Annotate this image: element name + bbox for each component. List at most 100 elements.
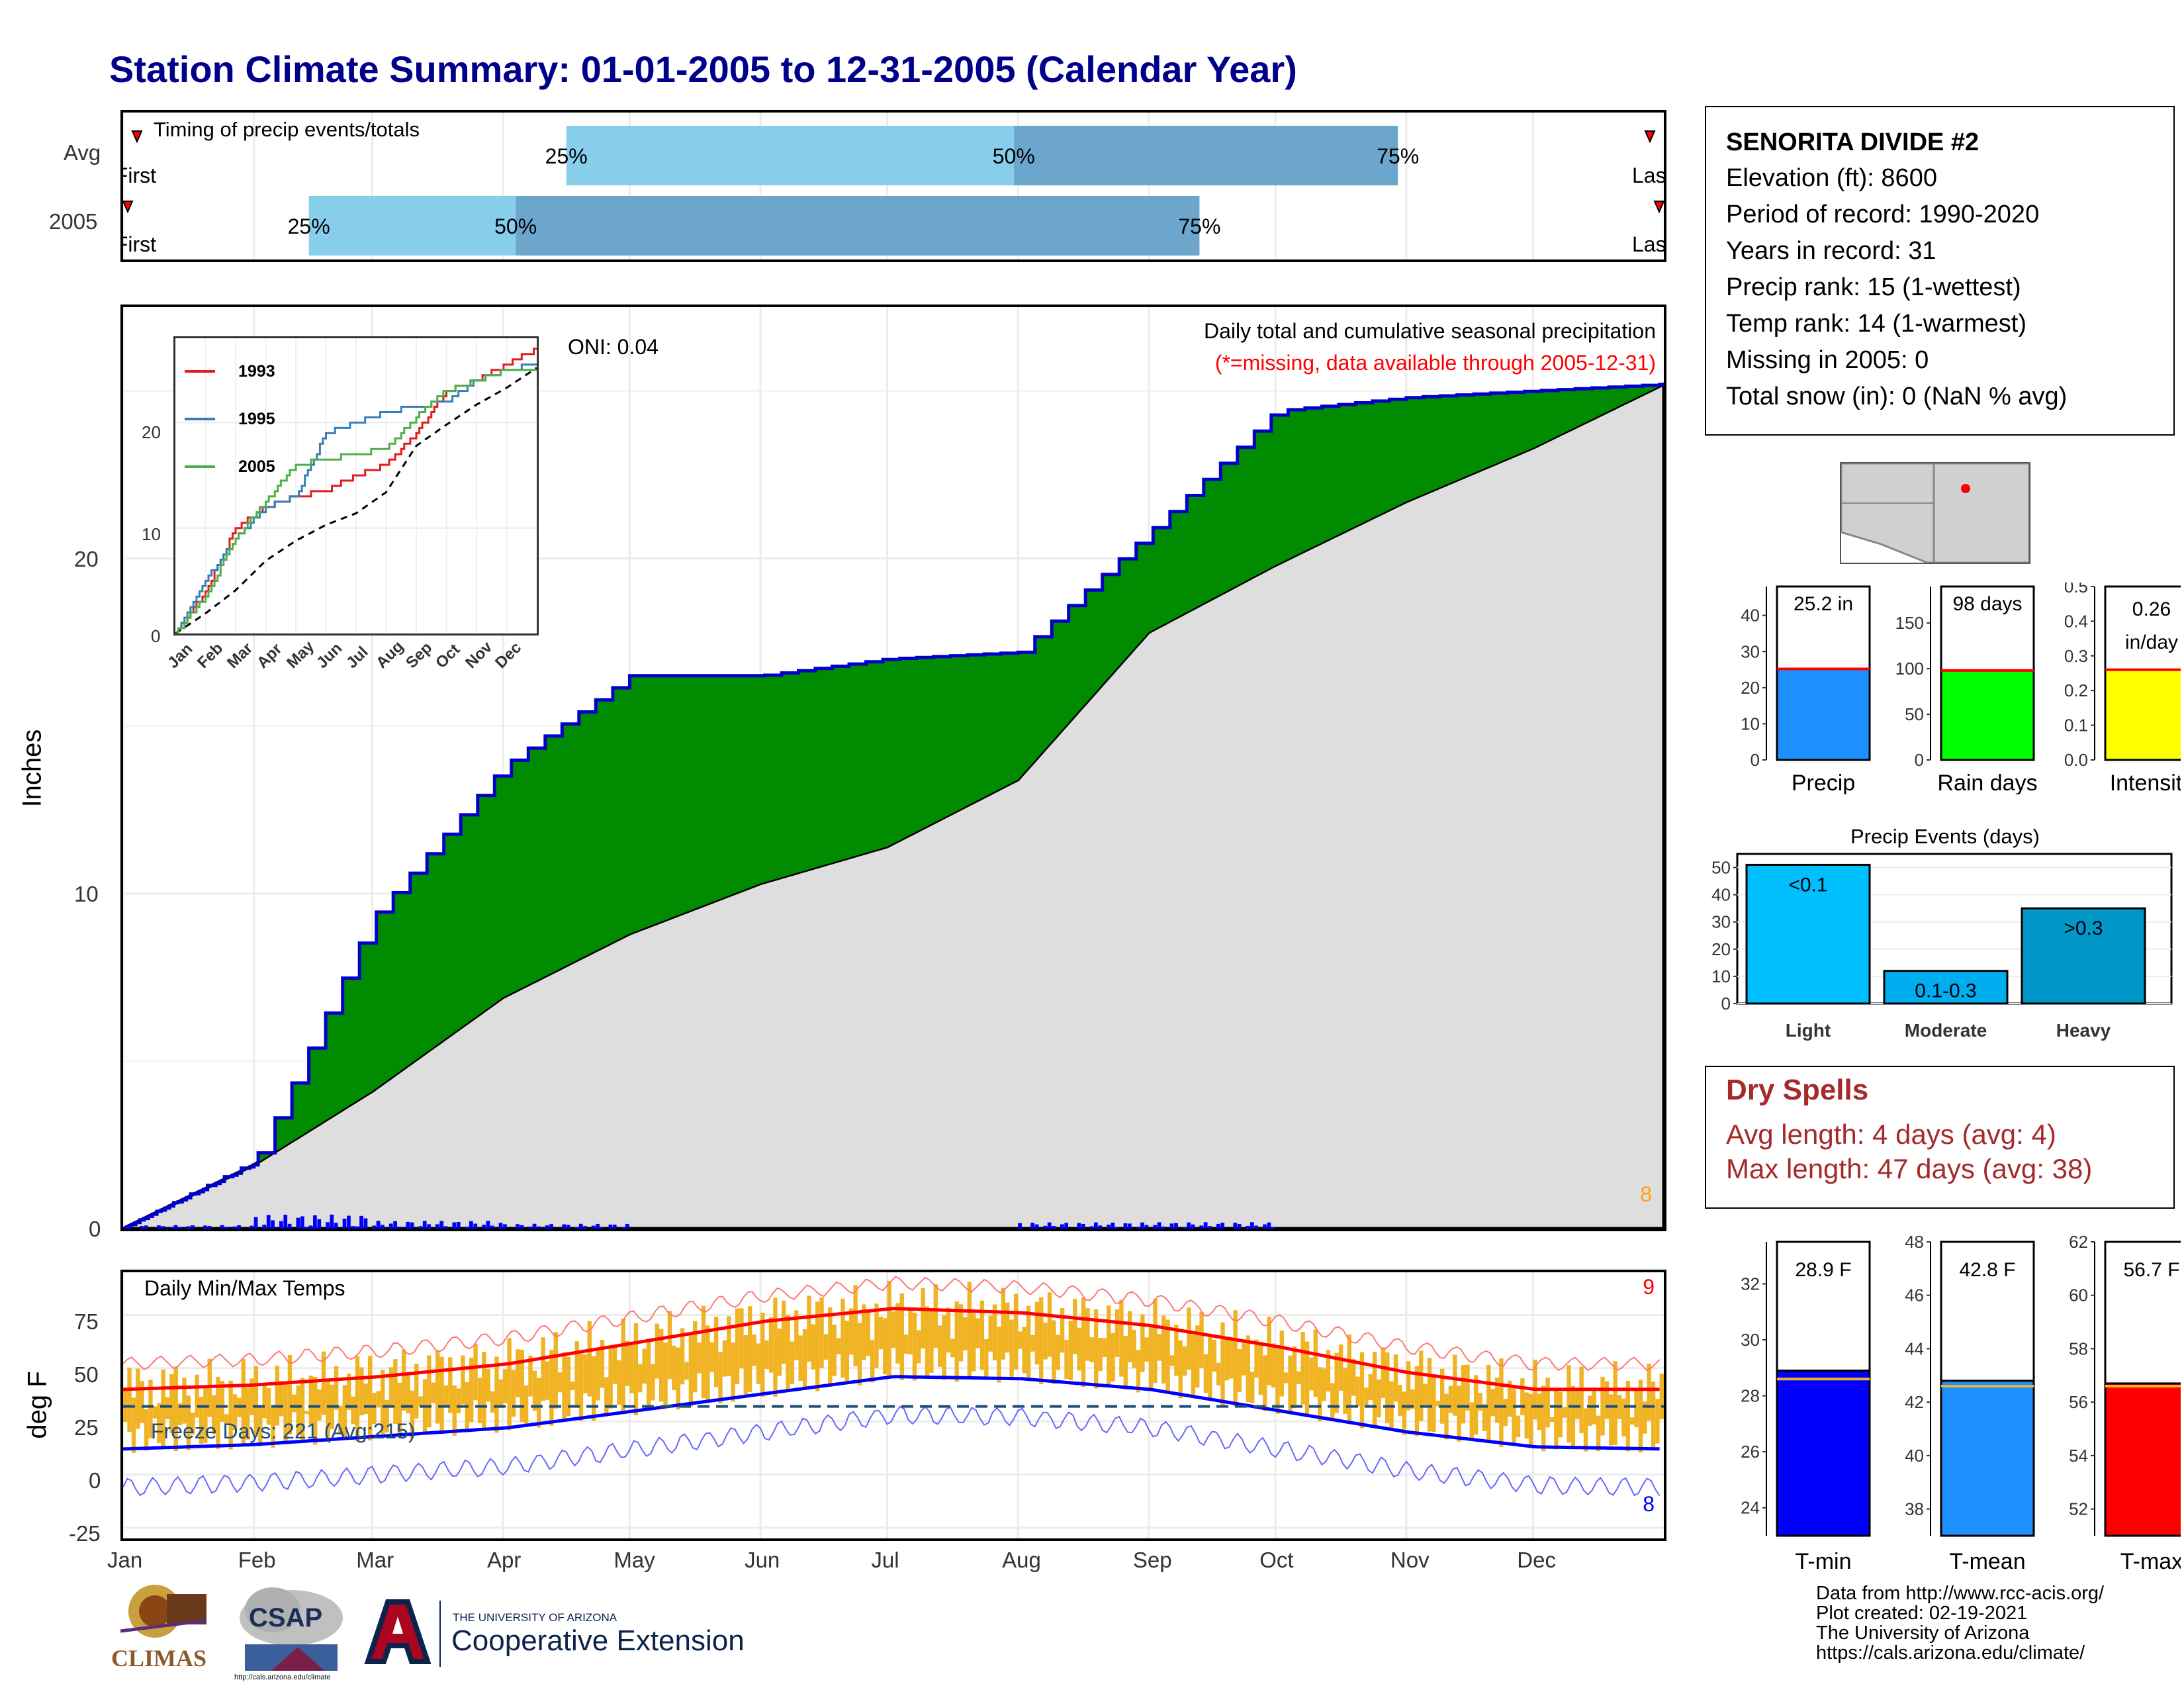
daily-precip-bar	[439, 1221, 444, 1229]
daily-precip-bar	[300, 1216, 304, 1229]
summary-bar-ytick: 0	[1751, 750, 1760, 770]
temp-daily-bar	[672, 1345, 676, 1390]
temp-daily-bar	[1279, 1330, 1284, 1397]
temp-daily-bar	[781, 1300, 786, 1364]
temp-daily-bar	[1165, 1319, 1170, 1393]
temp-daily-bar	[727, 1316, 731, 1376]
dry-spells-box: Dry Spells Avg length: 4 days (avg: 4) M…	[1705, 1066, 2175, 1209]
temp-daily-bar	[1617, 1395, 1622, 1419]
temp-daily-bar	[1503, 1399, 1508, 1427]
timing-row-label-avg: Avg	[64, 140, 101, 165]
temp-daily-bar	[1359, 1352, 1365, 1429]
station-name: SENORITA DIVIDE #2	[1726, 128, 1979, 156]
inset-legend-1995: 1995	[238, 410, 275, 428]
temp-daily-bar	[1254, 1339, 1259, 1378]
summary-bar-ytick: 150	[1895, 613, 1924, 633]
temp-daily-bar	[925, 1306, 930, 1376]
temp-daily-bar	[747, 1306, 752, 1392]
temp-daily-bar	[937, 1325, 942, 1367]
temp-daily-bar	[1435, 1400, 1440, 1407]
daily-precip-bar	[473, 1223, 478, 1229]
temp-daily-bar	[338, 1405, 343, 1435]
temp-daily-bar	[498, 1379, 504, 1409]
temp-daily-bar	[663, 1342, 668, 1407]
temp-summary-ytick: 40	[1905, 1446, 1924, 1466]
temp-daily-bar	[448, 1357, 453, 1413]
avg-max-line	[123, 1307, 1660, 1391]
temp-daily-bar	[1347, 1335, 1352, 1423]
temp-summary-value: 56.7 F	[2123, 1259, 2179, 1281]
inset-legend-1993: 1993	[238, 362, 275, 381]
temp-daily-bar	[1064, 1340, 1069, 1380]
temp-daily-bar	[853, 1285, 858, 1367]
summary-bar-ytick: 0.1	[2064, 716, 2088, 735]
temp-daily-bar	[313, 1376, 318, 1445]
daily-precip-bar	[253, 1217, 258, 1229]
temp-daily-bar	[300, 1378, 305, 1442]
temp-daily-bar	[385, 1399, 389, 1432]
daily-precip-bar	[296, 1217, 300, 1229]
temp-daily-bar	[195, 1374, 199, 1418]
daily-precip-bar	[342, 1218, 347, 1229]
daily-precip-bar	[157, 1225, 161, 1229]
temp-daily-bar	[1043, 1323, 1048, 1360]
temp-daily-bar	[688, 1332, 694, 1407]
temp-daily-bar	[1246, 1335, 1250, 1403]
cumulative-precip-line	[123, 383, 1664, 1229]
temp-daily-bar	[1457, 1385, 1461, 1442]
daily-precip-bar	[376, 1221, 381, 1229]
summary-bar-value: 98 days	[1952, 593, 2022, 615]
daily-precip-bar	[359, 1215, 363, 1229]
temp-daily-bar	[351, 1396, 355, 1425]
temp-daily-bar	[899, 1293, 904, 1380]
temp-daily-bar	[1351, 1358, 1356, 1396]
climas-logo-mark	[120, 1585, 207, 1638]
daily-precip-bar	[203, 1225, 207, 1229]
temp-daily-bar	[359, 1367, 364, 1416]
temp-daily-bar	[1444, 1393, 1449, 1440]
temp-daily-bar	[216, 1376, 220, 1449]
temp-daily-bar	[1271, 1343, 1276, 1388]
daily-precip-bar	[1047, 1222, 1052, 1229]
daily-precip-bar	[1043, 1225, 1048, 1229]
temp-daily-bar	[1609, 1394, 1614, 1446]
daily-precip-bar	[578, 1223, 583, 1229]
temp-daily-bar	[739, 1308, 744, 1369]
temp-daily-bar	[271, 1407, 275, 1448]
temp-daily-bar	[574, 1341, 579, 1408]
temp-daily-bar	[1187, 1307, 1191, 1370]
station-info-box: SENORITA DIVIDE #2 Elevation (ft): 8600 …	[1705, 106, 2175, 436]
temp-summary-ytick: 52	[2069, 1499, 2088, 1519]
temp-daily-bar	[1191, 1335, 1196, 1398]
temp-daily-bar	[1393, 1354, 1398, 1402]
temp-daily-bar	[638, 1364, 643, 1393]
temp-summary-ytick: 46	[1905, 1286, 1924, 1305]
daily-precip-bar	[549, 1224, 553, 1229]
timing-label-25: 25%	[288, 214, 330, 238]
daily-precip-bar	[1203, 1222, 1208, 1229]
temp-daily-bar	[516, 1349, 520, 1397]
temp-daily-bar	[1368, 1374, 1373, 1400]
month-label: Nov	[1390, 1548, 1430, 1572]
temp-panel: Daily Min/Max Temps Freeze Days: 221 (Av…	[120, 1270, 1666, 1541]
temp-daily-bar	[988, 1315, 993, 1352]
month-label: Apr	[487, 1548, 522, 1572]
daily-precip-bar	[351, 1226, 355, 1229]
temp-daily-bar	[523, 1385, 529, 1425]
daily-precip-bar	[1030, 1223, 1035, 1229]
temp-daily-bar	[1613, 1361, 1617, 1445]
daily-precip-bar	[1127, 1223, 1132, 1229]
summary-bar-label: Intensity	[2110, 771, 2181, 794]
daily-precip-bar	[1216, 1223, 1220, 1229]
temp-daily-bar	[220, 1381, 225, 1422]
temp-daily-bar	[1153, 1299, 1158, 1383]
temp-daily-bar	[1432, 1375, 1436, 1432]
daily-precip-bar	[418, 1226, 423, 1229]
precip-title: Daily total and cumulative seasonal prec…	[1203, 319, 1656, 343]
temp-daily-bar	[287, 1354, 293, 1435]
temp-daily-bar	[1052, 1320, 1056, 1384]
temp-daily-bar	[921, 1288, 925, 1349]
temp-daily-bar	[1524, 1392, 1529, 1439]
temp-daily-bar	[165, 1397, 170, 1420]
daily-precip-bar	[612, 1224, 617, 1229]
